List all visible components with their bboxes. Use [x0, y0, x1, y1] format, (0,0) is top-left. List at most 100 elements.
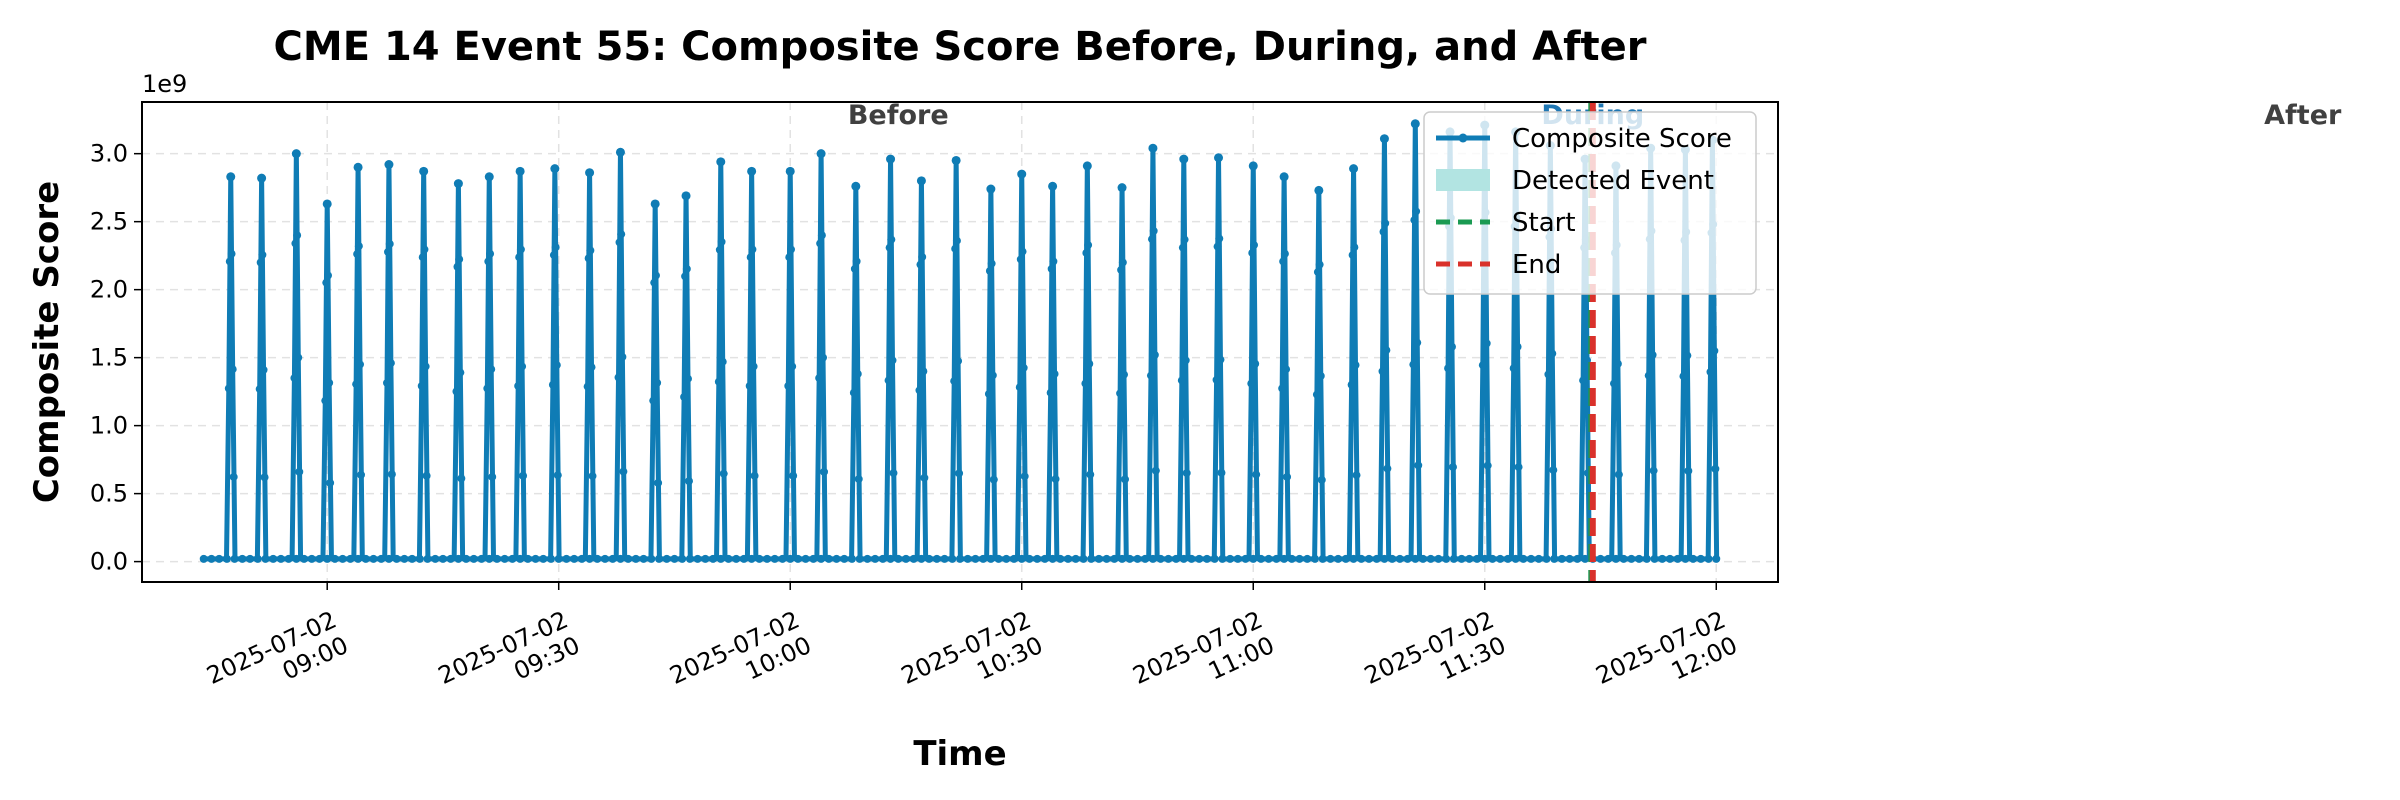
- baseline-point: [292, 554, 301, 563]
- peak-point: [747, 166, 757, 176]
- baseline-point: [716, 554, 725, 563]
- peak-sub-point: [1316, 371, 1325, 380]
- y-tick-label: 0.5: [90, 480, 128, 508]
- peak-marker-group: [583, 168, 597, 481]
- peak-sub-point: [1448, 463, 1457, 472]
- peak-sub-point: [293, 231, 302, 240]
- baseline-point: [770, 554, 779, 563]
- baseline-point: [215, 554, 224, 563]
- peak-sub-point: [1444, 364, 1453, 373]
- peak-sub-point: [1315, 260, 1324, 269]
- baseline-point: [1071, 554, 1080, 563]
- baseline-point: [392, 554, 401, 563]
- baseline-point: [523, 554, 532, 563]
- baseline-point: [1318, 554, 1327, 563]
- peak-sub-point: [1213, 242, 1222, 251]
- peak-sub-point: [1684, 466, 1693, 475]
- baseline-point: [631, 554, 640, 563]
- peak-sub-point: [1513, 342, 1522, 351]
- peak-sub-point: [322, 278, 331, 287]
- peak-sub-point: [987, 259, 996, 268]
- peak-point: [1017, 169, 1027, 179]
- baseline-point: [1187, 554, 1196, 563]
- baseline-point: [539, 554, 548, 563]
- baseline-point: [601, 554, 610, 563]
- baseline-point: [1241, 554, 1250, 563]
- baseline-point: [1557, 554, 1566, 563]
- baseline-point: [1650, 554, 1659, 563]
- peak-sub-point: [985, 266, 994, 275]
- peak-marker-group: [745, 166, 759, 480]
- baseline-point: [1195, 554, 1204, 563]
- chart-title: CME 14 Event 55: Composite Score Before,…: [274, 24, 1647, 70]
- peak-sub-point: [1147, 235, 1156, 244]
- baseline-point: [1388, 554, 1397, 563]
- baseline-point: [863, 554, 872, 563]
- peak-sub-point: [225, 257, 234, 266]
- baseline-point: [1010, 554, 1019, 563]
- peak-sub-point: [788, 362, 797, 371]
- baseline-point: [570, 554, 579, 563]
- baseline-point: [531, 554, 540, 563]
- peak-sub-point: [650, 278, 659, 287]
- baseline-point: [1619, 554, 1628, 563]
- peak-sub-point: [853, 369, 862, 378]
- baseline-point: [1256, 554, 1265, 563]
- peak-sub-point: [518, 362, 527, 371]
- peak-sub-point: [1082, 248, 1091, 257]
- baseline-point: [747, 554, 756, 563]
- baseline-point: [315, 554, 324, 563]
- peak-sub-point: [1015, 383, 1024, 392]
- peak-sub-point: [418, 253, 427, 262]
- baseline-point: [1148, 554, 1157, 563]
- peak-sub-point: [1250, 241, 1259, 250]
- peak-sub-point: [515, 253, 524, 262]
- peak-point: [716, 157, 726, 167]
- baseline-point: [724, 554, 733, 563]
- peak-sub-point: [255, 385, 264, 394]
- y-tick-label: 0.0: [90, 548, 128, 576]
- baseline-point: [1179, 554, 1188, 563]
- peak-sub-point: [1212, 375, 1221, 384]
- peak-point: [816, 149, 826, 159]
- legend-handle-marker: [1458, 133, 1468, 143]
- peak-marker-group: [452, 179, 466, 483]
- peak-point: [1048, 181, 1058, 191]
- peak-sub-point: [717, 237, 726, 246]
- legend-label: Composite Score: [1512, 124, 1732, 154]
- peak-sub-point: [916, 260, 925, 269]
- baseline-point: [1056, 554, 1065, 563]
- peak-marker-group: [1347, 164, 1361, 480]
- y-axis-offset-label: 1e9: [142, 70, 187, 98]
- peak-sub-point: [421, 362, 430, 371]
- baseline-point: [901, 554, 910, 563]
- peak-sub-point: [1579, 376, 1588, 385]
- peak-sub-point: [1382, 346, 1391, 355]
- y-tick-label: 1.0: [90, 412, 128, 440]
- peak-sub-point: [1016, 255, 1025, 264]
- baseline-point: [1040, 554, 1049, 563]
- baseline-point: [1542, 554, 1551, 563]
- legend-entry-composite-score: Composite Score: [1436, 124, 1732, 154]
- peak-point: [916, 176, 926, 186]
- y-tick-label: 3.0: [90, 140, 128, 168]
- peak-point: [1314, 185, 1324, 195]
- peak-sub-point: [1248, 248, 1257, 257]
- baseline-point: [1434, 554, 1443, 563]
- peak-sub-point: [326, 478, 335, 487]
- baseline-point: [678, 554, 687, 563]
- baseline-point: [917, 554, 926, 563]
- baseline-point: [925, 554, 934, 563]
- peak-sub-point: [514, 381, 523, 390]
- peak-sub-point: [552, 361, 561, 370]
- peak-sub-point: [850, 264, 859, 273]
- baseline-point: [276, 554, 285, 563]
- peak-sub-point: [719, 469, 728, 478]
- baseline-point: [1565, 554, 1574, 563]
- baseline-point: [1457, 554, 1466, 563]
- baseline-point: [1210, 554, 1219, 563]
- baseline-point: [454, 554, 463, 563]
- baseline-point: [1519, 554, 1528, 563]
- baseline-point: [616, 554, 625, 563]
